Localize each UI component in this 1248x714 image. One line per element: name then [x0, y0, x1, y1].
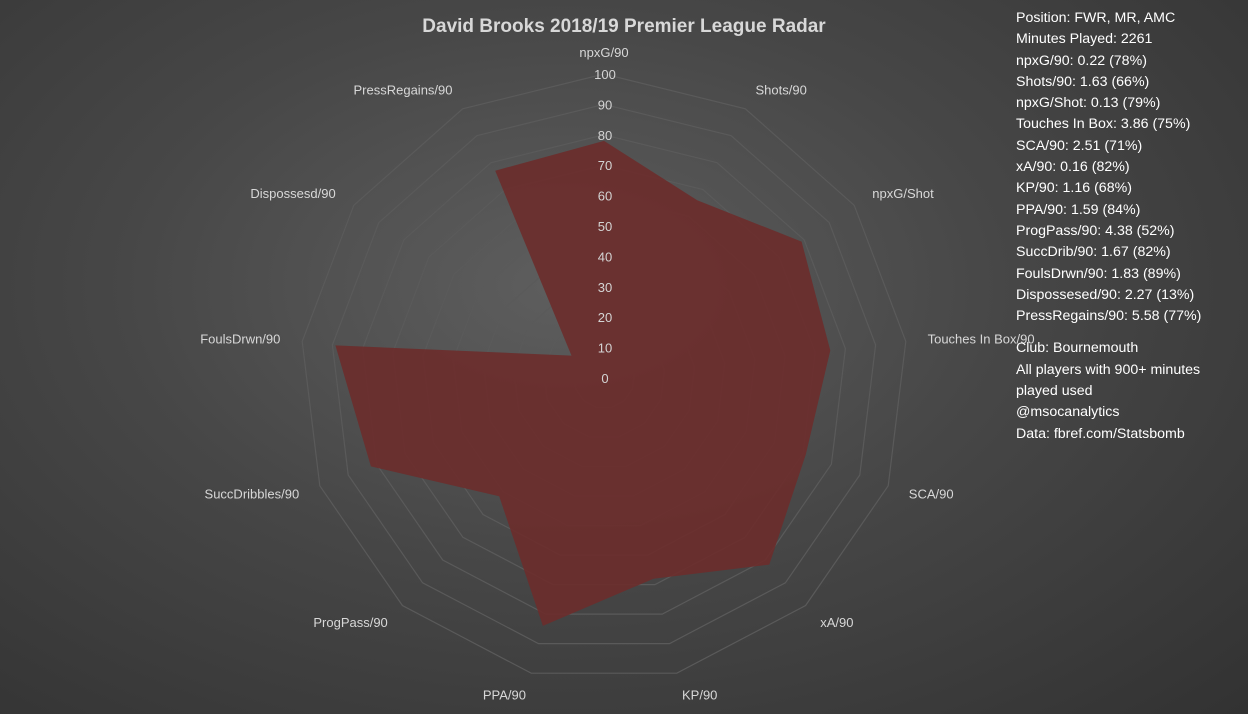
- info-stat: SCA/90: 2.51 (71%): [1016, 137, 1143, 154]
- radar-grid-ring: [331, 103, 877, 645]
- info-club: Club: Bournemouth: [1016, 340, 1139, 357]
- info-position: Position: FWR, MR, AMC: [1016, 10, 1176, 26]
- radar-tick-label: 60: [598, 189, 612, 204]
- info-stat: KP/90: 1.16 (68%): [1016, 180, 1132, 197]
- radar-axis-label: KP/90: [682, 688, 717, 703]
- chart-title-text: David Brooks 2018/19 Premier League Rada…: [422, 16, 826, 37]
- radar-grid-ring: [301, 73, 907, 674]
- radar-axis-labels: npxG/90 Shots/90 npxG/Shot Touches In Box/9…: [200, 45, 1034, 703]
- radar-axis-label: PPA/90: [483, 688, 526, 703]
- info-source: Data: fbref.com/Statsbomb: [1016, 425, 1185, 442]
- radar-axis-label: npxG/Shot: [872, 186, 934, 201]
- radar-area-layer: [335, 140, 831, 626]
- radar-tick-label: 90: [598, 97, 612, 112]
- radar-axis-label: FoulsDrwn/90: [200, 332, 280, 347]
- info-stat: SuccDrib/90: 1.67 (82%): [1016, 244, 1171, 261]
- info-stat: Dispossesed/90: 2.27 (13%): [1016, 286, 1195, 303]
- info-stat: xA/90: 0.16 (82%): [1016, 159, 1130, 176]
- radar-axis-label: SCA/90: [909, 487, 954, 502]
- radar-tick-labels: 0 10 20 30 40 50 60 70 80 90 100: [594, 67, 616, 386]
- info-stat: PPA/90: 1.59 (84%): [1016, 201, 1141, 218]
- radar-axis-label: Shots/90: [756, 82, 807, 97]
- chart-title: David Brooks 2018/19 Premier League Rada…: [0, 16, 1248, 38]
- radar-axis-label: npxG/90: [579, 45, 628, 60]
- info-stat: PressRegains/90: 5.58 (77%): [1016, 308, 1202, 325]
- info-handle: @msocanalytics: [1016, 404, 1120, 421]
- info-note: All players with 900+ minutes played use…: [1016, 361, 1201, 400]
- radar-grid-ring: [361, 134, 847, 615]
- info-panel: Position: FWR, MR, AMC Minutes Played: 2…: [1016, 8, 1244, 445]
- radar-area: [335, 140, 831, 626]
- info-stat: ProgPass/90: 4.38 (52%): [1016, 222, 1175, 239]
- info-stat: Touches In Box: 3.86 (75%): [1016, 116, 1191, 133]
- radar-axis-label: Touches In Box/90: [928, 332, 1035, 347]
- info-minutes: Minutes Played: 2261: [1016, 31, 1153, 48]
- radar-tick-label: 40: [598, 249, 612, 264]
- radar-axis-label: ProgPass/90: [313, 615, 387, 630]
- info-stat: npxG/Shot: 0.13 (79%): [1016, 95, 1161, 112]
- radar-tick-label: 80: [598, 128, 612, 143]
- radar-tick-label: 0: [601, 371, 608, 386]
- radar-axis-label: xA/90: [820, 615, 853, 630]
- info-stat: npxG/90: 0.22 (78%): [1016, 52, 1147, 69]
- radar-tick-label: 10: [598, 341, 612, 356]
- radar-tick-label: 70: [598, 158, 612, 173]
- radar-tick-label: 20: [598, 310, 612, 325]
- radar-tick-label: 100: [594, 67, 616, 82]
- radar-axis-label: PressRegains/90: [354, 82, 453, 97]
- radar-tick-label: 30: [598, 280, 612, 295]
- info-stat: Shots/90: 1.63 (66%): [1016, 73, 1150, 90]
- info-stat: FoulsDrwn/90: 1.83 (89%): [1016, 265, 1181, 282]
- radar-axis-label: Dispossesd/90: [250, 186, 335, 201]
- radar-tick-label: 50: [598, 219, 612, 234]
- radar-axis-label: SuccDribbles/90: [205, 487, 300, 502]
